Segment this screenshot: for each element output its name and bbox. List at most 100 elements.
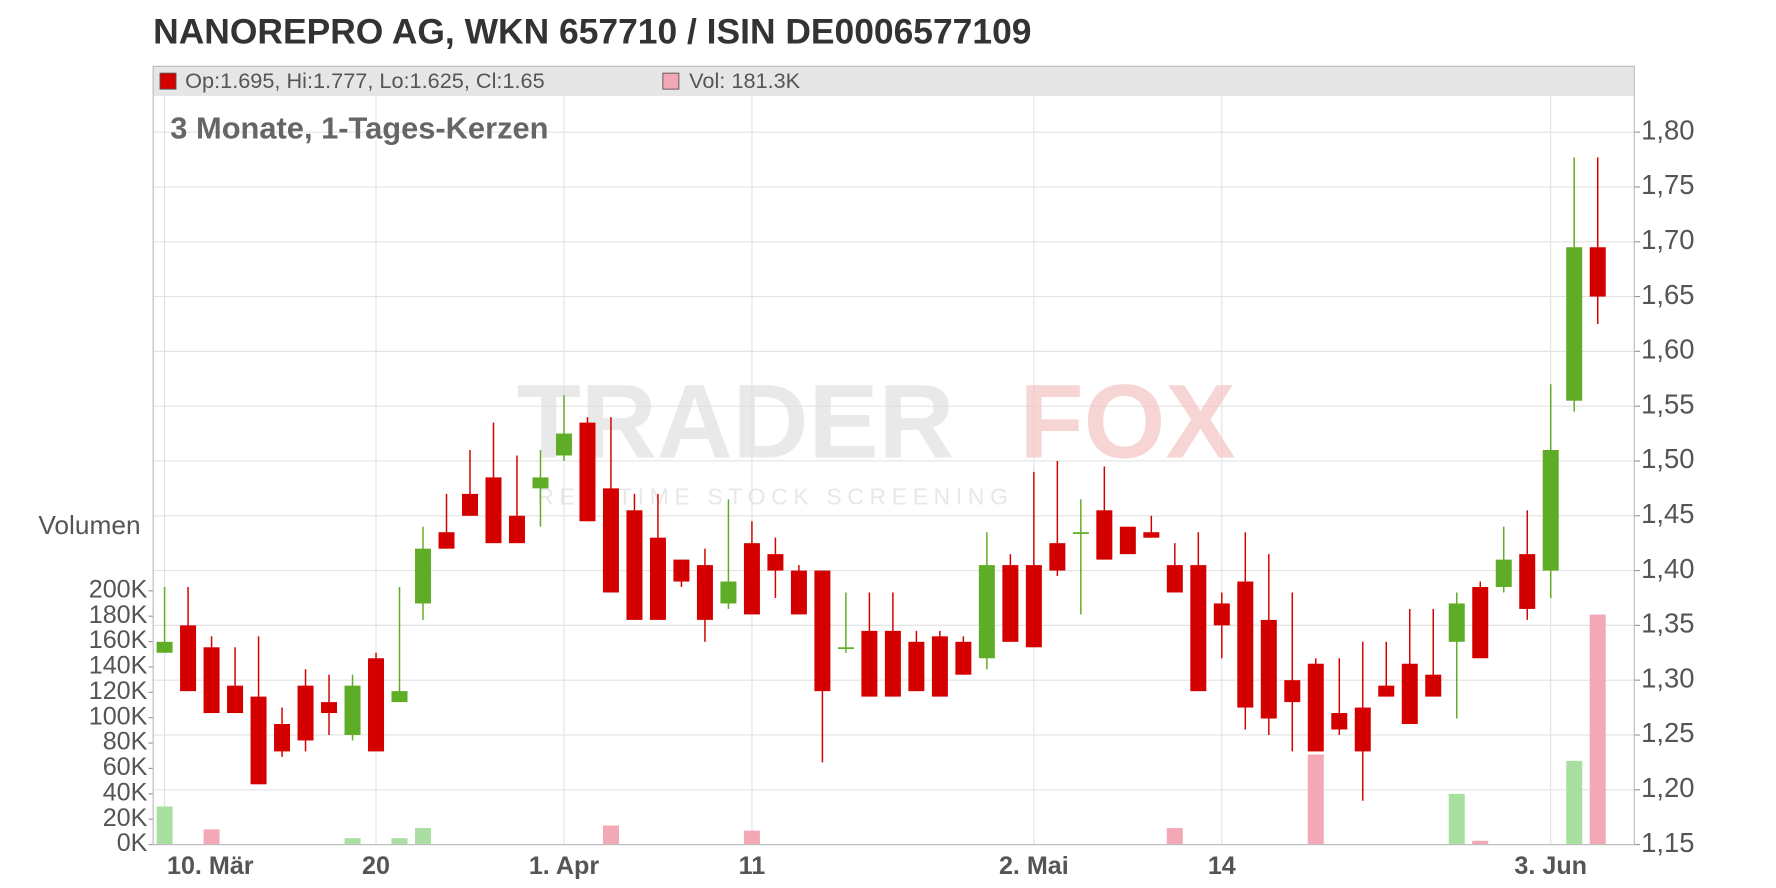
candle-body: [978, 565, 995, 659]
x-tick-label: 2. Mai: [999, 852, 1069, 880]
candle-body: [1072, 532, 1089, 534]
info-bar: [153, 66, 1635, 96]
candle-body: [1049, 543, 1066, 571]
y2-tick-label: 160K: [89, 626, 148, 654]
candle-body: [368, 658, 385, 752]
candle-body: [1448, 603, 1465, 642]
volume-swatch: [662, 72, 680, 90]
candle-body: [485, 477, 502, 544]
y-tick-label: 1,65: [1641, 279, 1694, 310]
y-tick-label: 1,50: [1641, 443, 1694, 474]
candle-body: [1566, 247, 1583, 401]
candle-body: [579, 422, 596, 522]
volume-bar: [415, 828, 432, 845]
candle-body: [955, 641, 972, 675]
x-tick-label: 3. Jun: [1514, 852, 1587, 880]
y-tick-label: 1,75: [1641, 169, 1694, 200]
volume-bar: [1448, 793, 1465, 845]
candle-body: [1425, 674, 1442, 697]
watermark-brand-b: FOX: [1019, 363, 1235, 480]
candle-body: [1260, 619, 1277, 719]
x-tick-label: 1. Apr: [529, 852, 599, 880]
candle-body: [555, 433, 572, 456]
volume-bar: [602, 825, 619, 845]
candle-body: [1166, 565, 1183, 593]
x-tick-label: 10. Mär: [167, 852, 254, 880]
y-tick-label: 1,30: [1641, 662, 1694, 693]
candle-body: [391, 691, 408, 703]
candle-body: [1542, 450, 1559, 571]
volume-bar: [1566, 760, 1583, 845]
candle-body: [837, 647, 854, 650]
y-tick-label: 1,20: [1641, 772, 1694, 803]
candle-body: [1307, 663, 1324, 752]
candle-body: [1354, 707, 1371, 752]
volume-bar: [156, 806, 173, 845]
candle-body: [1143, 532, 1160, 538]
y2-tick-label: 120K: [89, 677, 148, 705]
volume-bar: [1472, 840, 1489, 845]
y2-tick-label: 180K: [89, 601, 148, 629]
y2-tick-label: 60K: [103, 753, 148, 781]
y-tick-label: 1,15: [1641, 827, 1694, 858]
background-layer: [153, 96, 1635, 846]
x-tick-label: 14: [1208, 852, 1236, 880]
chart-title: NANOREPRO AG, WKN 657710 / ISIN DE000657…: [153, 12, 1031, 52]
volume-bar: [391, 838, 408, 845]
candle-body: [720, 581, 737, 604]
candle-body: [626, 510, 643, 620]
candle-body: [1213, 603, 1230, 626]
candle-body: [931, 636, 948, 697]
y2-tick-label: 0K: [117, 829, 148, 857]
candle-body: [1119, 526, 1136, 555]
candle-body: [438, 532, 455, 549]
candle-body: [180, 625, 197, 692]
candle-body: [250, 696, 267, 785]
y-tick-label: 1,55: [1641, 388, 1694, 419]
candle-body: [1331, 713, 1348, 730]
y2-tick-label: 140K: [89, 652, 148, 680]
y-tick-label: 1,35: [1641, 608, 1694, 639]
candle-body: [1237, 581, 1254, 708]
candle-body: [1495, 559, 1512, 588]
y-tick-label: 1,40: [1641, 553, 1694, 584]
y-tick-label: 1,70: [1641, 224, 1694, 255]
candle-body: [673, 559, 690, 582]
watermark: TRADER FOX REALTIME STOCK SCREENING: [517, 363, 1236, 509]
candle-body: [1589, 247, 1606, 297]
candle-body: [743, 543, 760, 615]
candle-body: [767, 554, 784, 571]
candle-body: [274, 724, 291, 752]
ohlc-swatch: [159, 72, 177, 90]
candle-body: [1472, 587, 1489, 659]
volume-label: Vol: 181.3K: [689, 68, 801, 93]
candle-body: [696, 565, 713, 620]
x-tick-label: 11: [739, 852, 766, 880]
volume-bar: [1589, 614, 1606, 845]
candle-body: [297, 685, 314, 741]
candle-body: [344, 685, 361, 735]
candle-body: [508, 515, 525, 544]
y2-tick-label: 40K: [103, 778, 148, 806]
y-tick-label: 1,25: [1641, 717, 1694, 748]
plot-layer: 1,15 1,20 1,25 1,30 1,35 1,40 1,45 1,50 1,55 1,60…: [89, 114, 1695, 880]
candle-body: [1284, 680, 1301, 703]
candle-body: [1519, 554, 1536, 609]
y2-tick-label: 200K: [89, 575, 148, 603]
y-tick-label: 1,45: [1641, 498, 1694, 529]
x-tick-label: 20: [362, 852, 390, 880]
candle-body: [203, 647, 220, 714]
candle-body: [908, 641, 925, 692]
y2-tick-label: 100K: [89, 702, 148, 730]
candle-body: [1002, 565, 1019, 642]
y-tick-label: 1,80: [1641, 114, 1694, 145]
candle-body: [884, 630, 901, 697]
y2-tick-label: 80K: [103, 728, 148, 756]
volume-bar: [1307, 754, 1324, 845]
chart-subtitle: 3 Monate, 1-Tages-Kerzen: [170, 110, 548, 145]
ohlc-label: Op:1.695, Hi:1.777, Lo:1.625, Cl:1.65: [185, 68, 545, 93]
candle-body: [415, 548, 432, 604]
candle-body: [1096, 510, 1113, 560]
y2-axis-label: Volumen: [38, 510, 140, 540]
